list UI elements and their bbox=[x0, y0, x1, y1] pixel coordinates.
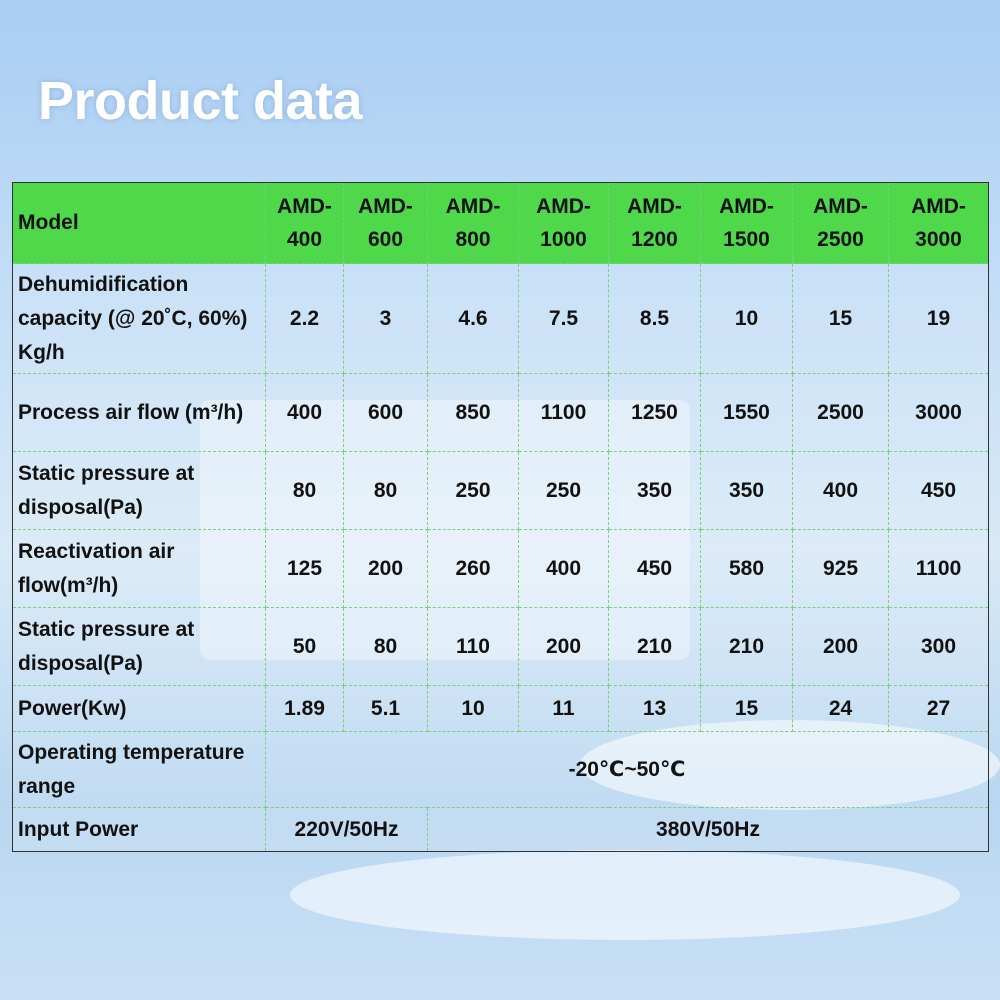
column-header-text: AMD-3000 bbox=[911, 195, 966, 251]
column-header: AMD-1500 bbox=[700, 182, 793, 264]
table-cell: 1550 bbox=[700, 373, 793, 452]
table-row: Reactivation air flow(m³/h) 125 200 260 400 4… bbox=[12, 529, 989, 608]
table-cell: 350 bbox=[608, 451, 701, 530]
column-header-text: AMD-1200 bbox=[627, 195, 682, 251]
table-row: Static pressure at disposal(Pa) 80 80 250 25… bbox=[12, 451, 989, 530]
column-header: AMD-1200 bbox=[608, 182, 701, 264]
table-row: Operating temperature range -20℃~50℃ bbox=[12, 731, 989, 808]
table-cell: 80 bbox=[343, 451, 428, 530]
table-cell: 1250 bbox=[608, 373, 701, 452]
column-header: AMD-800 bbox=[427, 182, 519, 264]
row-label: Power(Kw) bbox=[12, 685, 266, 732]
table-cell: 4.6 bbox=[427, 263, 519, 374]
table-cell: 1100 bbox=[888, 529, 989, 608]
table-cell: 19 bbox=[888, 263, 989, 374]
table-cell: 2.2 bbox=[265, 263, 344, 374]
table-cell: 1.89 bbox=[265, 685, 344, 732]
table-cell: 260 bbox=[427, 529, 519, 608]
table-cell: 450 bbox=[888, 451, 989, 530]
column-header: AMD-400 bbox=[265, 182, 344, 264]
table-cell: 400 bbox=[265, 373, 344, 452]
table-cell: 200 bbox=[792, 607, 889, 686]
page-title: Product data bbox=[38, 71, 363, 131]
table-row: Static pressure at disposal(Pa) 50 80 110 20… bbox=[12, 607, 989, 686]
table-cell: 600 bbox=[343, 373, 428, 452]
column-header-text: AMD-600 bbox=[358, 195, 413, 251]
row-label: Static pressure at disposal(Pa) bbox=[12, 451, 266, 530]
column-header-text: AMD-2500 bbox=[813, 195, 868, 251]
table-cell: 80 bbox=[265, 451, 344, 530]
table-cell: 15 bbox=[700, 685, 793, 732]
table-cell: 24 bbox=[792, 685, 889, 732]
row-label: Process air flow (m³/h) bbox=[12, 373, 266, 452]
table-cell: 210 bbox=[700, 607, 793, 686]
product-table: Model AMD-400 AMD-600 AMD-800 AMD-1000 AMD-12… bbox=[12, 182, 989, 852]
row-label: Reactivation air flow(m³/h) bbox=[12, 529, 266, 608]
table-cell: 3 bbox=[343, 263, 428, 374]
column-header: AMD-600 bbox=[343, 182, 428, 264]
table-cell: 200 bbox=[518, 607, 609, 686]
table-cell: 2500 bbox=[792, 373, 889, 452]
row-label: Dehumidification capacity (@ 20˚C, 60%) … bbox=[12, 263, 266, 374]
decor-disc bbox=[290, 850, 960, 940]
table-cell: 300 bbox=[888, 607, 989, 686]
table-cell: 10 bbox=[700, 263, 793, 374]
table-cell: 11 bbox=[518, 685, 609, 732]
table-cell: 8.5 bbox=[608, 263, 701, 374]
table-cell: 27 bbox=[888, 685, 989, 732]
column-header-text: AMD-400 bbox=[277, 195, 332, 251]
table-cell: 850 bbox=[427, 373, 519, 452]
table-cell: 10 bbox=[427, 685, 519, 732]
table-cell: 400 bbox=[518, 529, 609, 608]
column-header: AMD-2500 bbox=[792, 182, 889, 264]
table-cell: 210 bbox=[608, 607, 701, 686]
table-cell: 380V/50Hz bbox=[427, 807, 989, 852]
table-cell: 250 bbox=[427, 451, 519, 530]
column-header: AMD-1000 bbox=[518, 182, 609, 264]
table-cell: 220V/50Hz bbox=[265, 807, 428, 852]
table-body: Dehumidification capacity (@ 20˚C, 60%) … bbox=[12, 263, 989, 852]
table-cell: 1100 bbox=[518, 373, 609, 452]
table-cell: 450 bbox=[608, 529, 701, 608]
table-cell: 200 bbox=[343, 529, 428, 608]
table-cell: 110 bbox=[427, 607, 519, 686]
table-row: Input Power 220V/50Hz 380V/50Hz bbox=[12, 807, 989, 852]
table-cell: 3000 bbox=[888, 373, 989, 452]
table-row: Dehumidification capacity (@ 20˚C, 60%) … bbox=[12, 263, 989, 374]
table-cell: 15 bbox=[792, 263, 889, 374]
table-cell: -20℃~50℃ bbox=[265, 731, 989, 808]
table-row: Power(Kw) 1.89 5.1 10 11 13 15 24 27 bbox=[12, 685, 989, 732]
table-cell: 250 bbox=[518, 451, 609, 530]
row-label: Static pressure at disposal(Pa) bbox=[12, 607, 266, 686]
table-row: Process air flow (m³/h) 400 600 850 1100 1250… bbox=[12, 373, 989, 452]
table-cell: 80 bbox=[343, 607, 428, 686]
column-header-text: AMD-1500 bbox=[719, 195, 774, 251]
column-header: AMD-3000 bbox=[888, 182, 989, 264]
table-cell: 925 bbox=[792, 529, 889, 608]
table-cell: 7.5 bbox=[518, 263, 609, 374]
table-cell: 400 bbox=[792, 451, 889, 530]
row-label: Operating temperature range bbox=[12, 731, 266, 808]
table-cell: 50 bbox=[265, 607, 344, 686]
table-cell: 13 bbox=[608, 685, 701, 732]
table-cell: 350 bbox=[700, 451, 793, 530]
row-header: Model bbox=[12, 182, 266, 264]
table-cell: 5.1 bbox=[343, 685, 428, 732]
header-row: Model AMD-400 AMD-600 AMD-800 AMD-1000 AMD-12… bbox=[12, 182, 989, 264]
row-label: Input Power bbox=[12, 807, 266, 852]
column-header-text: AMD-1000 bbox=[536, 195, 591, 251]
column-header-text: AMD-800 bbox=[445, 195, 501, 251]
table-cell: 125 bbox=[265, 529, 344, 608]
table-cell: 580 bbox=[700, 529, 793, 608]
